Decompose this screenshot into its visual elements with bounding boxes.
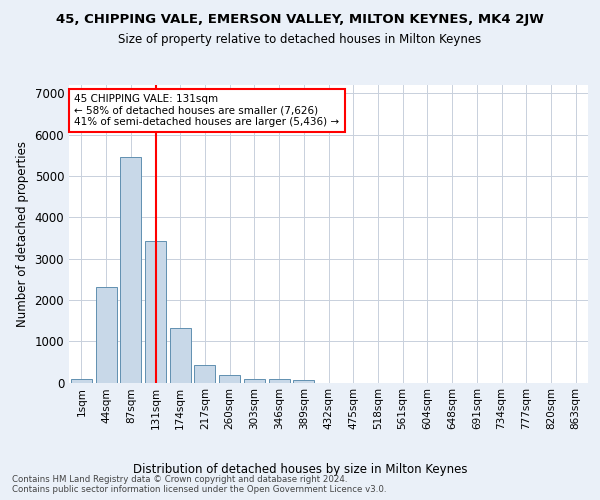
Text: Size of property relative to detached houses in Milton Keynes: Size of property relative to detached ho…	[118, 32, 482, 46]
Y-axis label: Number of detached properties: Number of detached properties	[16, 141, 29, 327]
Text: Distribution of detached houses by size in Milton Keynes: Distribution of detached houses by size …	[133, 462, 467, 475]
Bar	[269, 380, 290, 382]
Bar	[293, 380, 314, 382]
Bar	[95, 288, 116, 382]
Text: 45 CHIPPING VALE: 131sqm
← 58% of detached houses are smaller (7,626)
41% of sem: 45 CHIPPING VALE: 131sqm ← 58% of detach…	[74, 94, 340, 127]
Bar	[219, 376, 240, 382]
Text: Contains public sector information licensed under the Open Government Licence v3: Contains public sector information licen…	[12, 485, 386, 494]
Bar	[120, 158, 141, 382]
Bar	[244, 379, 265, 382]
Bar	[71, 379, 92, 382]
Text: Contains HM Land Registry data © Crown copyright and database right 2024.: Contains HM Land Registry data © Crown c…	[12, 475, 347, 484]
Bar	[194, 364, 215, 382]
Text: 45, CHIPPING VALE, EMERSON VALLEY, MILTON KEYNES, MK4 2JW: 45, CHIPPING VALE, EMERSON VALLEY, MILTO…	[56, 12, 544, 26]
Bar	[170, 328, 191, 382]
Bar	[145, 241, 166, 382]
